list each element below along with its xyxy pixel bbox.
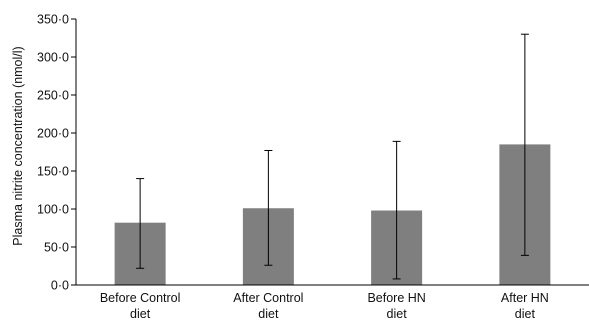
x-category-label: After HN diet [501,291,549,321]
y-tick-label: 100·0 [37,203,69,217]
x-category-label: Before HN diet [367,291,425,321]
x-category-label-line: diet [130,307,151,321]
y-tick-label: 250·0 [37,89,69,103]
y-tick-label: 200·0 [37,127,69,141]
x-category-label-line: Before HN [367,291,425,305]
x-category-label: After Control diet [233,291,303,321]
y-axis-label: Plasma nitrite concentration (nmol/l) [11,46,25,245]
y-tick-label: 350·0 [37,13,69,27]
x-category-label-line: diet [515,307,536,321]
y-tick-label: 300·0 [37,51,69,65]
x-category-label-line: After HN [501,291,549,305]
x-category-label-line: After Control [233,291,303,305]
x-category-label-line: Before Control [100,291,181,305]
y-tick-label: 50·0 [44,241,69,255]
x-category-label: Before Control diet [100,291,181,321]
y-tick-label: 150·0 [37,165,69,179]
x-category-label-line: diet [387,307,408,321]
x-category-label-line: diet [258,307,279,321]
y-tick-label: 0·0 [51,279,69,293]
